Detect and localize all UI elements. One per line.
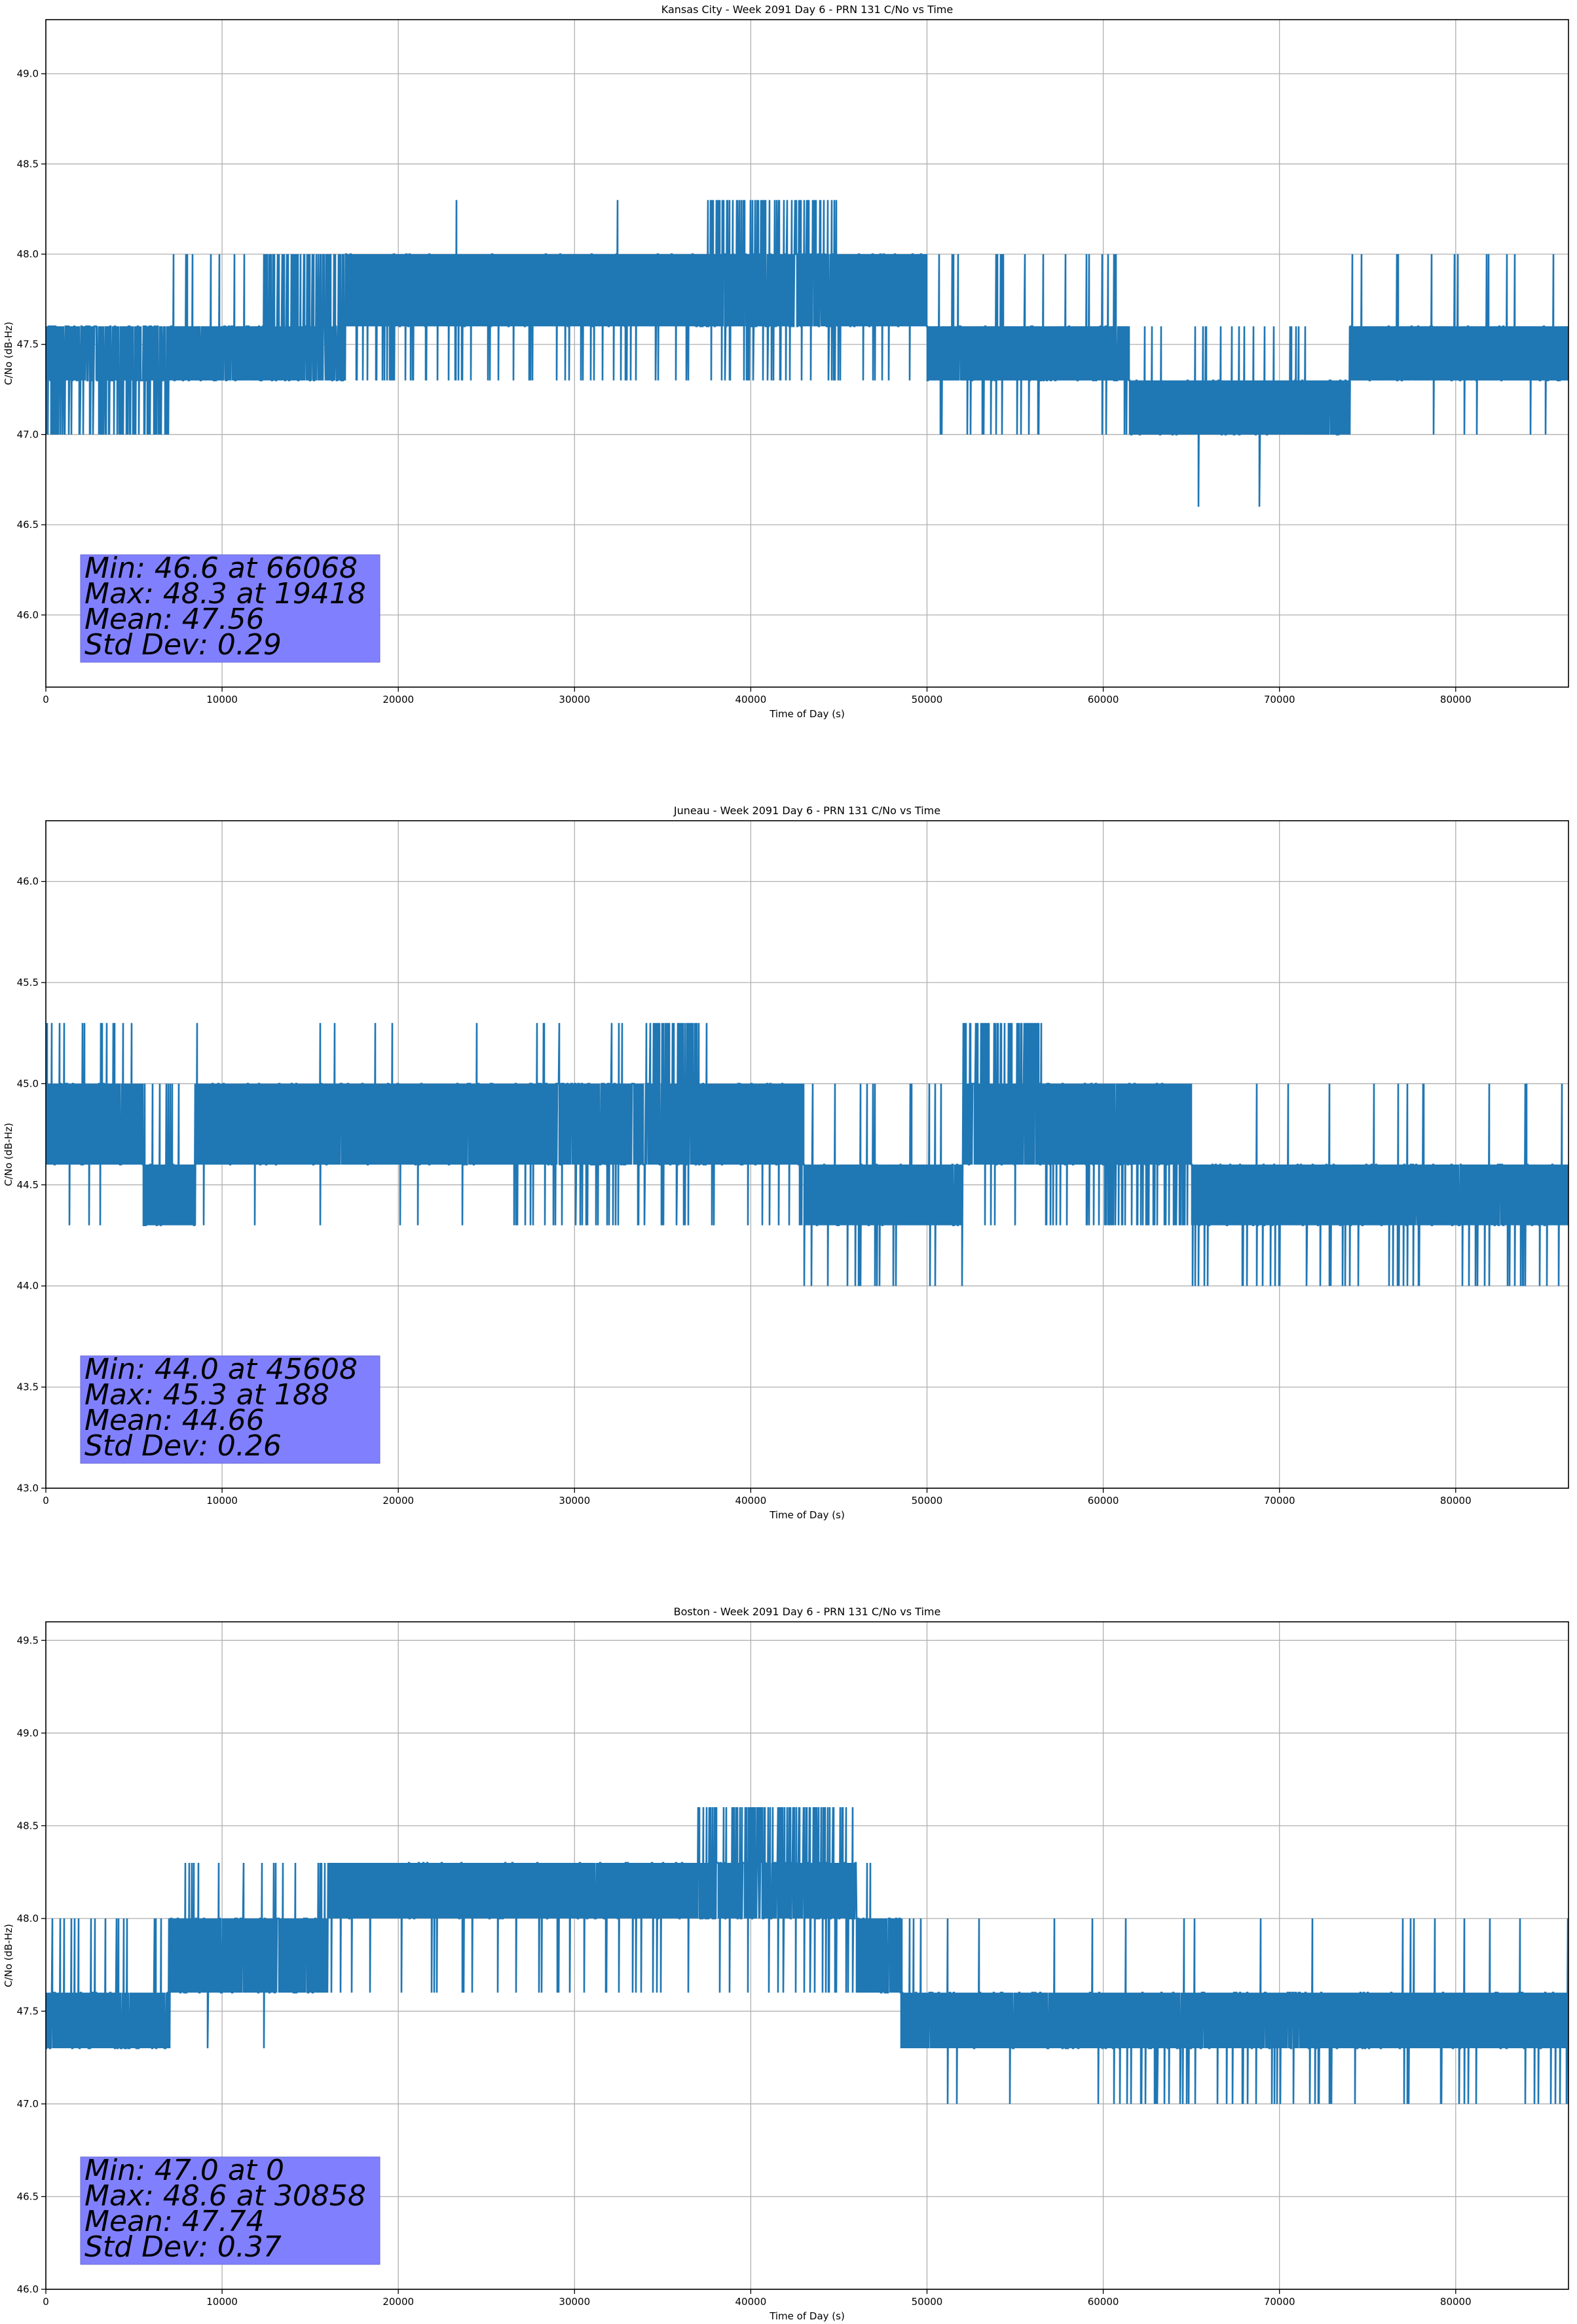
x-tick-label: 70000 <box>1264 1495 1295 1507</box>
panel-juneau: 0 10000 20000 30000 40000 50000 60000 70000 8000… <box>3 804 1569 1521</box>
x-axis-label: Time of Day (s) <box>769 708 845 720</box>
stats-box-bg <box>80 554 380 663</box>
x-tick-label: 80000 <box>1440 1495 1472 1507</box>
y-tick-label: 49.0 <box>17 68 39 80</box>
x-tick-label: 50000 <box>912 1495 943 1507</box>
y-tick-label: 46.5 <box>17 519 39 531</box>
y-tick-label: 47.0 <box>17 2098 39 2110</box>
y-tick-label: 47.0 <box>17 428 39 440</box>
y-tick-label: 48.0 <box>17 248 39 260</box>
y-tick-label: 45.5 <box>17 977 39 988</box>
y-tick-label: 44.0 <box>17 1280 39 1292</box>
x-tick-label: 20000 <box>382 2296 414 2308</box>
y-tick-label: 45.0 <box>17 1078 39 1089</box>
y-tick-label: 46.0 <box>17 609 39 621</box>
y-axis-label: C/No (dB-Hz) <box>3 1123 14 1186</box>
x-tick-label: 70000 <box>1264 694 1295 705</box>
y-tick-label: 48.5 <box>17 1820 39 1831</box>
stats-line: Std Dev: 0.26 <box>84 1429 282 1463</box>
stats-line: Std Dev: 0.37 <box>84 2230 282 2264</box>
data-series <box>46 200 1568 507</box>
x-tick-label: 30000 <box>559 2296 590 2308</box>
x-tick-label: 40000 <box>735 1495 767 1507</box>
y-tick-label: 44.5 <box>17 1179 39 1191</box>
x-tick-label: 10000 <box>206 694 238 705</box>
x-tick-label: 20000 <box>382 1495 414 1507</box>
y-tick-label: 49.5 <box>17 1634 39 1646</box>
data-line <box>46 200 1568 507</box>
x-tick-label: 60000 <box>1088 1495 1119 1507</box>
stats-line: Min: 46.6 at 66068 <box>84 552 358 585</box>
data-line <box>46 1022 1568 1286</box>
panel-kansas-city: 0 10000 20000 30000 40000 50000 60000 70000 8000… <box>3 3 1569 720</box>
x-tick-label: 20000 <box>382 694 414 705</box>
x-tick-label: 0 <box>43 1495 49 1507</box>
x-axis-label: Time of Day (s) <box>769 2310 845 2322</box>
x-tick-label: 60000 <box>1088 694 1119 705</box>
stats-box-bg <box>80 2156 380 2265</box>
x-tick-label: 40000 <box>735 694 767 705</box>
x-tick-label: 70000 <box>1264 2296 1295 2308</box>
y-tick-label: 47.5 <box>17 339 39 350</box>
x-tick-label: 10000 <box>206 2296 238 2308</box>
data-series <box>46 1022 1568 1286</box>
stats-line: Max: 48.3 at 19418 <box>84 577 366 610</box>
x-tick-label: 10000 <box>206 1495 238 1507</box>
y-axis-label: C/No (dB-Hz) <box>3 1924 14 1987</box>
stats-line: Mean: 44.66 <box>84 1404 265 1437</box>
y-tick-label: 48.5 <box>17 158 39 170</box>
stats-line: Min: 47.0 at 0 <box>84 2154 284 2187</box>
chart-title: Juneau - Week 2091 Day 6 - PRN 131 C/No … <box>673 804 940 817</box>
axes-frame <box>45 19 1569 688</box>
stats-box-bg <box>80 1355 380 1464</box>
axes-frame <box>45 1621 1569 2290</box>
x-axis-label: Time of Day (s) <box>769 1509 845 1521</box>
x-tick-label: 40000 <box>735 2296 767 2308</box>
chart-title: Kansas City - Week 2091 Day 6 - PRN 131 … <box>661 3 953 16</box>
x-tick-label: 50000 <box>912 2296 943 2308</box>
stats-line: Min: 44.0 at 45608 <box>84 1353 358 1386</box>
stats-line: Max: 45.3 at 188 <box>84 1378 329 1412</box>
x-tick-label: 0 <box>43 694 49 705</box>
y-tick-label: 43.0 <box>17 1482 39 1494</box>
y-tick-label: 43.5 <box>17 1381 39 1393</box>
x-tick-label: 80000 <box>1440 694 1472 705</box>
x-tick-label: 0 <box>43 2296 49 2308</box>
stats-line: Mean: 47.74 <box>84 2205 265 2238</box>
stats-line: Max: 48.6 at 30858 <box>84 2179 366 2213</box>
y-tick-label: 47.5 <box>17 2005 39 2017</box>
x-tick-label: 50000 <box>912 694 943 705</box>
stats-line: Std Dev: 0.29 <box>84 628 282 662</box>
y-tick-label: 48.0 <box>17 1913 39 1924</box>
x-tick-label: 30000 <box>559 1495 590 1507</box>
stats-line: Mean: 47.56 <box>84 603 265 636</box>
y-tick-label: 46.5 <box>17 2190 39 2202</box>
panel-boston: 0 10000 20000 30000 40000 50000 60000 70000 8000… <box>3 1605 1569 2322</box>
x-tick-label: 80000 <box>1440 2296 1472 2308</box>
axes-frame <box>45 820 1569 1489</box>
data-line <box>46 1807 1568 2104</box>
y-tick-label: 46.0 <box>17 876 39 888</box>
data-series <box>46 1807 1568 2104</box>
x-tick-label: 30000 <box>559 694 590 705</box>
y-axis-label: C/No (dB-Hz) <box>3 322 14 385</box>
x-tick-label: 60000 <box>1088 2296 1119 2308</box>
chart-title: Boston - Week 2091 Day 6 - PRN 131 C/No … <box>674 1605 941 1618</box>
y-tick-label: 46.0 <box>17 2283 39 2295</box>
y-tick-label: 49.0 <box>17 1727 39 1739</box>
